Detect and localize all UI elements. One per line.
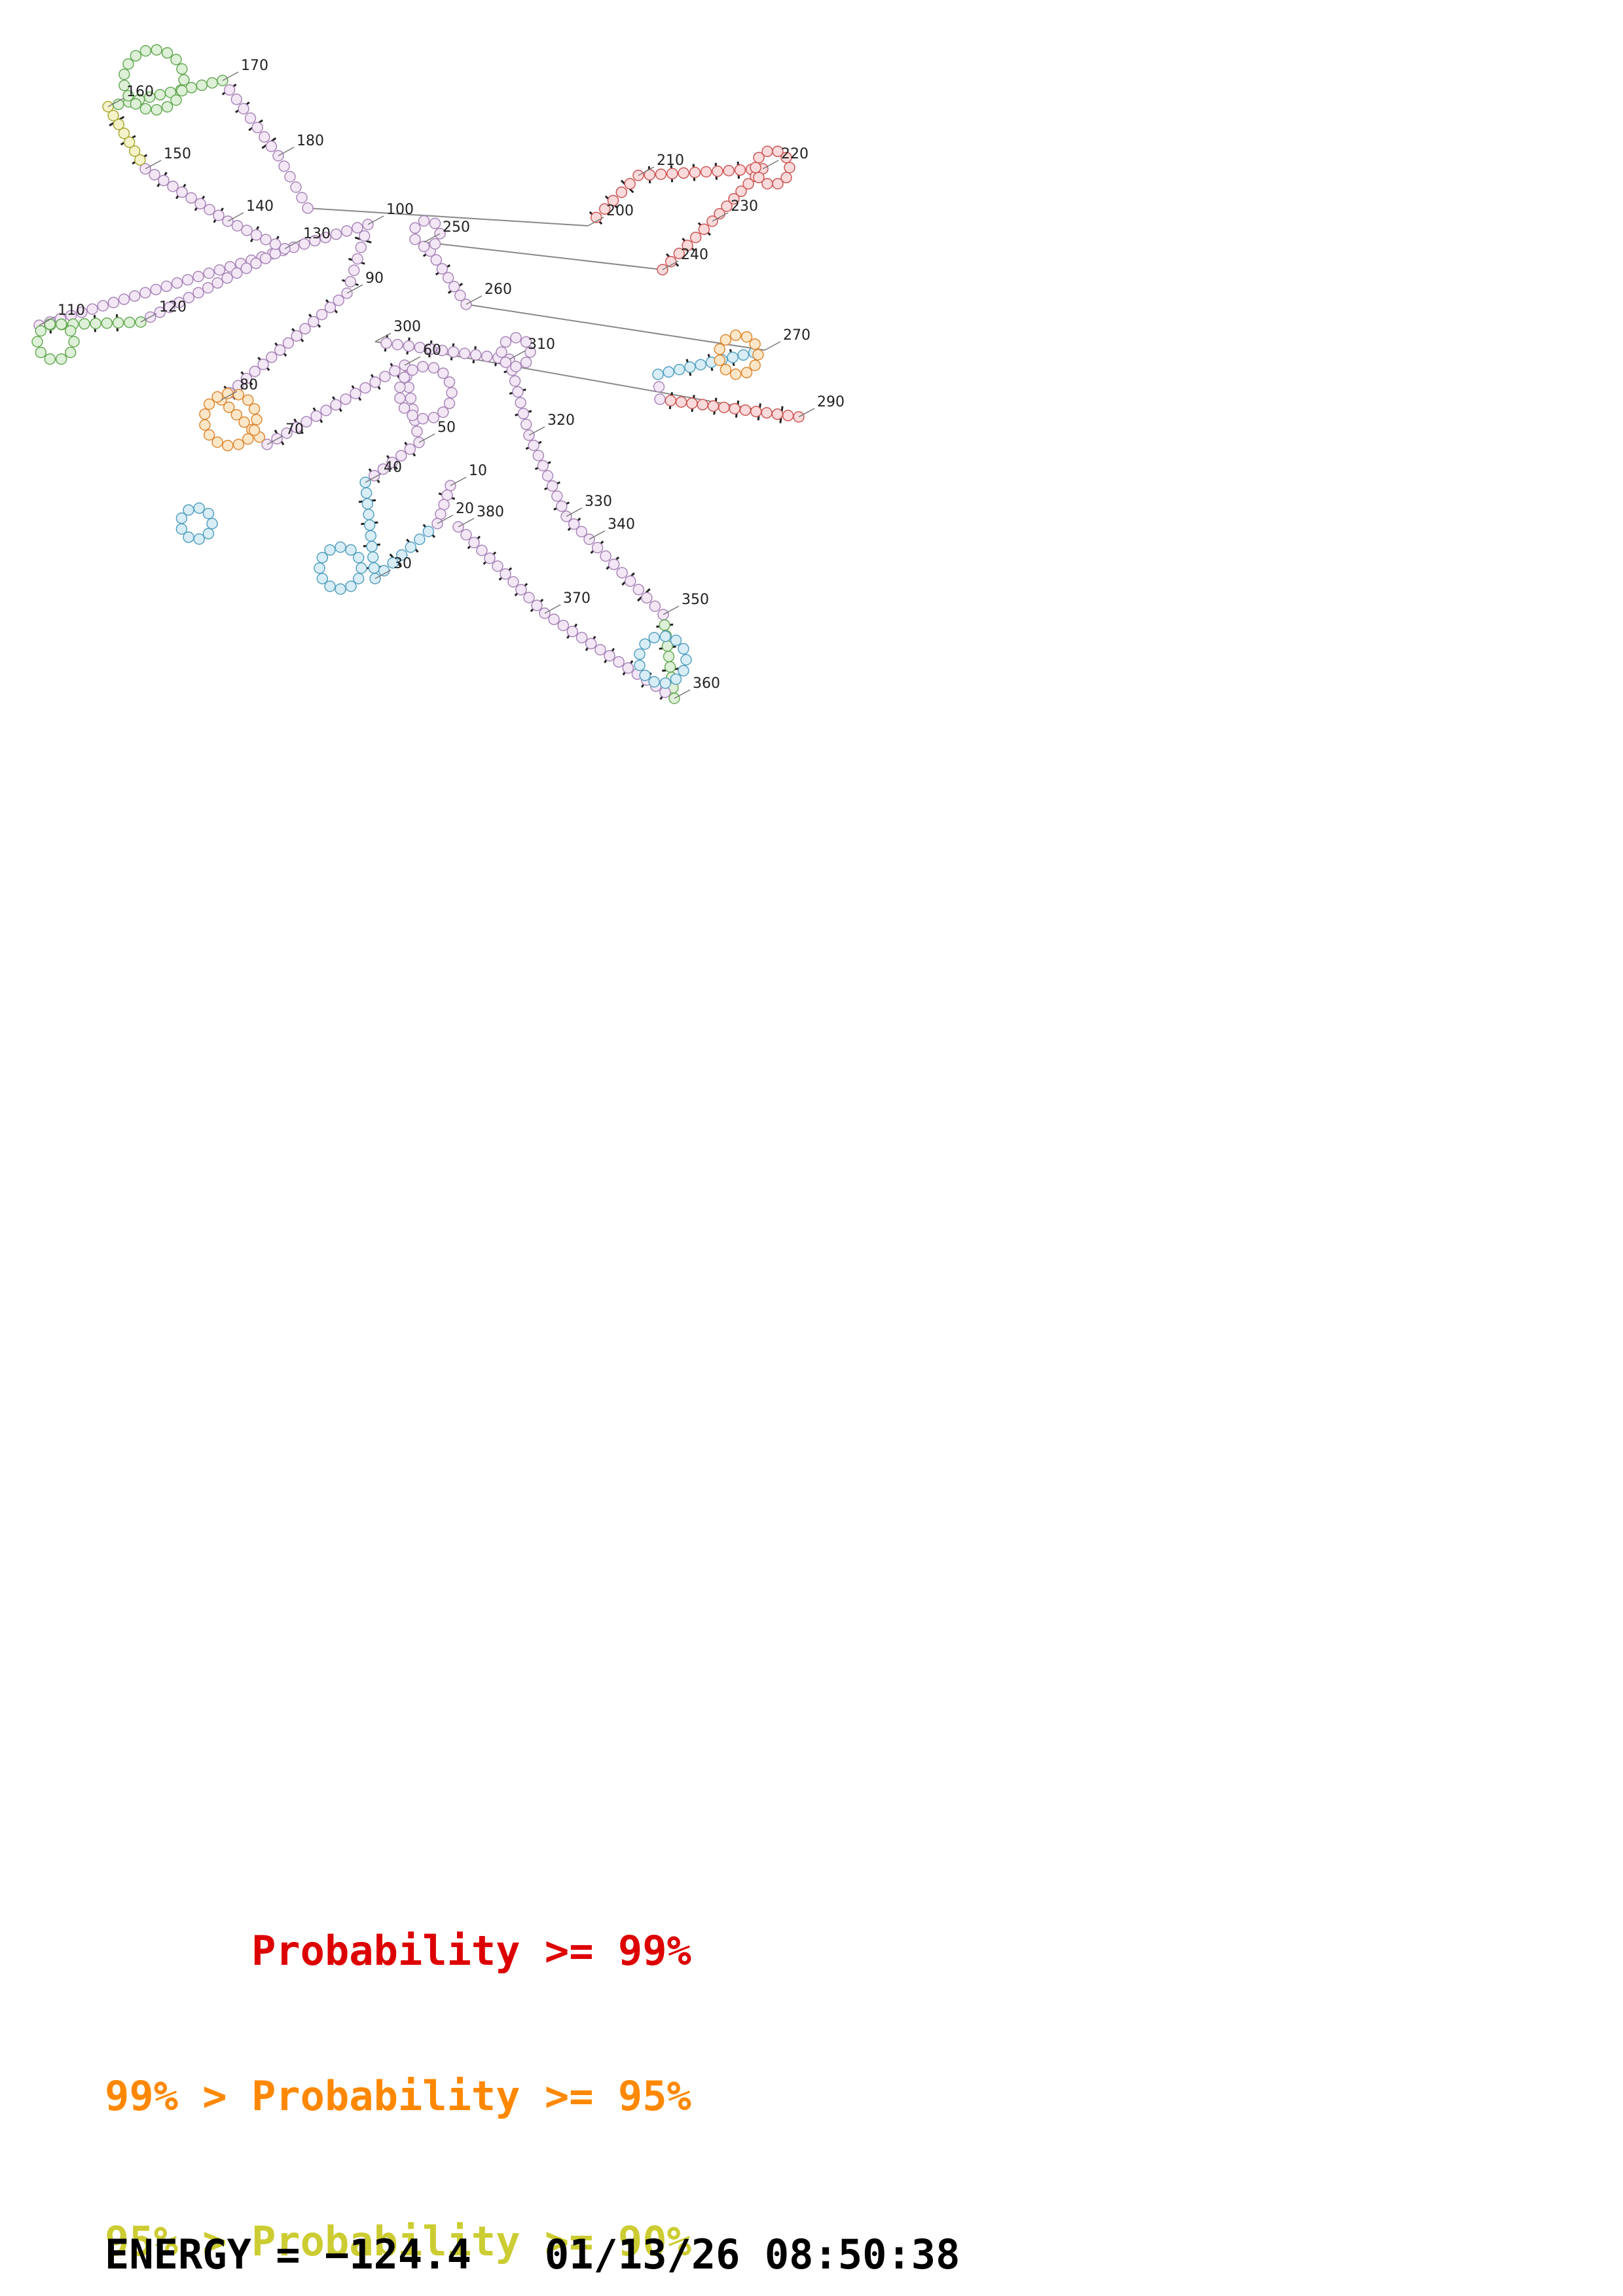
energy-line: ENERGY = −124.4 01/13/26 08:50:38 bbox=[105, 2231, 960, 2278]
svg-text:170: 170 bbox=[241, 58, 268, 74]
svg-text:330: 330 bbox=[585, 493, 612, 510]
svg-text:260: 260 bbox=[484, 281, 512, 298]
svg-text:300: 300 bbox=[393, 319, 421, 335]
svg-text:210: 210 bbox=[657, 152, 684, 169]
svg-text:310: 310 bbox=[528, 336, 555, 353]
svg-text:130: 130 bbox=[303, 226, 331, 242]
svg-text:200: 200 bbox=[606, 203, 634, 219]
connector-lines bbox=[307, 207, 799, 418]
svg-text:250: 250 bbox=[443, 219, 470, 236]
svg-text:180: 180 bbox=[297, 133, 324, 149]
svg-text:220: 220 bbox=[781, 146, 809, 162]
svg-text:270: 270 bbox=[783, 327, 811, 344]
svg-text:370: 370 bbox=[563, 590, 591, 607]
svg-text:100: 100 bbox=[386, 202, 414, 218]
svg-text:360: 360 bbox=[693, 675, 720, 692]
svg-text:20: 20 bbox=[456, 501, 474, 517]
legend-line-p90: 95% > Probability >= 90% bbox=[105, 2217, 691, 2265]
svg-text:110: 110 bbox=[58, 302, 85, 319]
svg-text:120: 120 bbox=[159, 299, 187, 315]
legend-line-p99: Probability >= 99% bbox=[105, 1927, 691, 1975]
legend-line-p95: 99% > Probability >= 95% bbox=[105, 2072, 691, 2120]
svg-text:90: 90 bbox=[365, 270, 384, 287]
svg-text:350: 350 bbox=[682, 592, 709, 608]
svg-text:240: 240 bbox=[681, 247, 708, 263]
svg-text:230: 230 bbox=[731, 198, 758, 215]
nucleotide-beads bbox=[31, 44, 805, 704]
svg-text:70: 70 bbox=[285, 422, 304, 438]
svg-text:290: 290 bbox=[817, 394, 845, 410]
probability-legend: Probability >= 99% 99% > Probability >= … bbox=[105, 1830, 691, 2296]
svg-text:50: 50 bbox=[437, 420, 456, 436]
svg-text:80: 80 bbox=[240, 377, 258, 393]
svg-text:340: 340 bbox=[608, 516, 635, 533]
svg-text:40: 40 bbox=[384, 459, 402, 476]
position-labels: 10 20 30 40 50 60 70 80 90 100 110 120 130 140 150 160 1… bbox=[39, 58, 845, 699]
svg-text:380: 380 bbox=[477, 504, 504, 520]
svg-text:140: 140 bbox=[246, 198, 274, 215]
svg-text:30: 30 bbox=[393, 556, 412, 572]
svg-text:160: 160 bbox=[126, 84, 154, 100]
svg-text:60: 60 bbox=[423, 342, 441, 359]
svg-text:10: 10 bbox=[469, 463, 487, 479]
svg-text:320: 320 bbox=[547, 412, 575, 429]
svg-text:150: 150 bbox=[164, 146, 191, 162]
